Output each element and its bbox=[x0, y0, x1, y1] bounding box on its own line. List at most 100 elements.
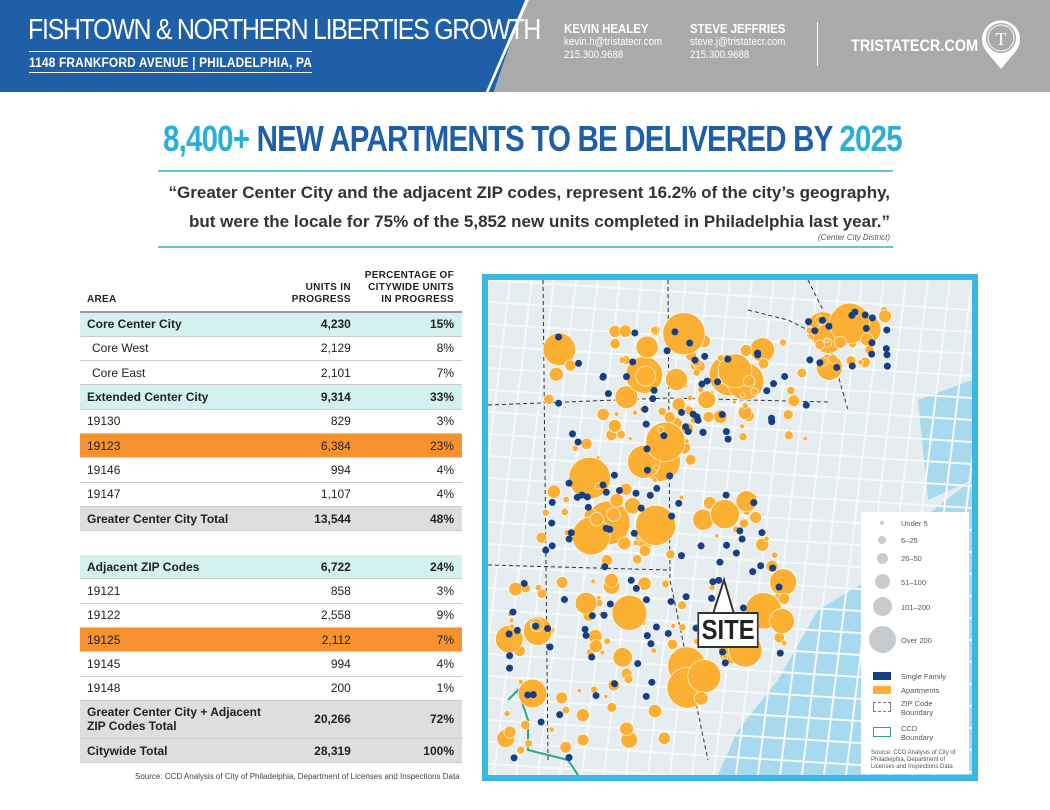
legend-ccd-boundary: CCD Boundary bbox=[901, 724, 934, 742]
single-family-marker bbox=[610, 471, 618, 479]
single-family-marker bbox=[584, 503, 592, 511]
single-family-marker bbox=[565, 535, 573, 543]
single-family-marker bbox=[573, 493, 581, 501]
single-family-marker bbox=[715, 576, 723, 584]
apartment-marker bbox=[786, 386, 796, 395]
apartment-marker bbox=[824, 338, 829, 343]
single-family-marker bbox=[721, 659, 729, 667]
apartment-marker bbox=[687, 659, 722, 693]
cell-pct: 23% bbox=[358, 433, 462, 459]
single-family-marker bbox=[647, 640, 655, 648]
apartment-marker bbox=[738, 432, 748, 442]
single-family-marker bbox=[868, 339, 876, 347]
table-row: Adjacent ZIP Codes 6,722 24% bbox=[80, 554, 462, 580]
headline-count: 8,400+ bbox=[163, 118, 250, 159]
apartment-marker bbox=[665, 549, 676, 560]
single-family-marker bbox=[833, 363, 841, 371]
single-family-marker bbox=[664, 629, 672, 637]
apartment-marker bbox=[678, 623, 687, 632]
apartment-marker bbox=[638, 544, 651, 557]
single-family-marker bbox=[781, 372, 789, 380]
apartment-marker bbox=[732, 399, 737, 405]
contact-email[interactable]: steve.j@tristatecr.com bbox=[690, 36, 786, 48]
site-label: SITE bbox=[697, 612, 759, 648]
legend-size-label: 101–200 bbox=[901, 603, 931, 612]
apartment-marker bbox=[671, 397, 686, 412]
apartment-marker bbox=[548, 726, 555, 733]
apartment-marker bbox=[757, 358, 770, 370]
single-family-marker bbox=[599, 481, 607, 489]
cell-area: 19148 bbox=[80, 676, 291, 701]
legend-source: Source: CCD Analysis of City of Philadel… bbox=[871, 750, 956, 770]
quote-rule bbox=[158, 246, 893, 248]
apartment-marker bbox=[580, 437, 593, 450]
single-family-marker bbox=[663, 347, 671, 355]
apartment-marker bbox=[609, 338, 621, 350]
apartment-marker bbox=[508, 617, 515, 624]
cell-area: 19123 bbox=[80, 433, 291, 459]
cell-pct: 7% bbox=[358, 360, 462, 386]
single-family-marker bbox=[861, 311, 869, 319]
website-link[interactable]: TRISTATECR.COM bbox=[851, 36, 979, 55]
single-family-marker bbox=[646, 491, 654, 499]
cell-pct: 4% bbox=[358, 457, 462, 483]
cell-units: 9,314 bbox=[290, 384, 359, 410]
apartment-marker bbox=[632, 539, 640, 547]
apartment-marker bbox=[802, 435, 808, 441]
apartment-marker bbox=[517, 678, 524, 685]
apartment-marker bbox=[543, 393, 555, 405]
apartment-marker bbox=[697, 390, 716, 410]
single-family-marker bbox=[650, 386, 658, 394]
zip-boundary bbox=[542, 280, 549, 761]
single-family-marker bbox=[697, 542, 705, 550]
apartment-marker bbox=[561, 705, 571, 715]
apartment-marker bbox=[677, 600, 687, 611]
single-family-marker bbox=[537, 718, 545, 726]
single-family-marker bbox=[649, 395, 657, 403]
single-family-marker bbox=[724, 355, 732, 363]
apartment-marker bbox=[787, 394, 800, 407]
legend-size-label: 51–100 bbox=[901, 578, 927, 587]
single-family-marker bbox=[582, 631, 590, 639]
single-family-marker bbox=[732, 549, 740, 557]
apartment-marker bbox=[778, 592, 791, 605]
single-family-marker bbox=[758, 529, 766, 537]
apartment-marker bbox=[609, 493, 624, 508]
street bbox=[488, 323, 972, 355]
table-row: 19148 200 1% bbox=[80, 676, 462, 701]
apartment-marker bbox=[542, 332, 576, 366]
contact-email[interactable]: kevin.h@tristatecr.com bbox=[564, 36, 663, 48]
single-family-marker bbox=[623, 373, 631, 381]
apartment-marker bbox=[814, 339, 825, 350]
single-family-marker bbox=[510, 754, 518, 762]
cell-area: Core East bbox=[80, 360, 291, 386]
cell-pct: 4% bbox=[358, 482, 462, 507]
apartment-marker bbox=[589, 512, 604, 527]
legend-size-label: Over 200 bbox=[901, 636, 932, 645]
single-family-marker bbox=[868, 314, 876, 322]
street bbox=[488, 411, 972, 443]
table-row: Core West 2,129 8% bbox=[80, 336, 462, 362]
apartment-marker bbox=[666, 638, 678, 650]
single-family-marker bbox=[652, 623, 660, 631]
single-family-marker bbox=[736, 527, 744, 535]
apartment-marker bbox=[534, 583, 542, 591]
single-family-marker bbox=[718, 411, 726, 419]
header-address: 1148 FRANKFORD AVENUE | PHILADELPHIA, PA bbox=[29, 51, 312, 73]
single-family-marker bbox=[714, 378, 722, 386]
single-family-marker bbox=[513, 626, 521, 634]
apartment-marker bbox=[596, 594, 602, 601]
apartment-marker bbox=[607, 419, 622, 433]
single-family-marker bbox=[542, 546, 550, 554]
apartment-marker bbox=[635, 365, 656, 387]
apartment-marker bbox=[562, 495, 570, 504]
table-row: 19123 6,384 23% bbox=[80, 433, 462, 459]
single-family-marker bbox=[776, 649, 784, 657]
apartment-marker bbox=[571, 444, 579, 452]
apartment-marker bbox=[590, 578, 596, 585]
apartment-marker bbox=[739, 344, 753, 357]
apartment-marker bbox=[657, 425, 665, 434]
single-family-marker bbox=[575, 359, 583, 367]
cell-area: Adjacent ZIP Codes bbox=[80, 554, 291, 580]
street bbox=[488, 433, 972, 465]
